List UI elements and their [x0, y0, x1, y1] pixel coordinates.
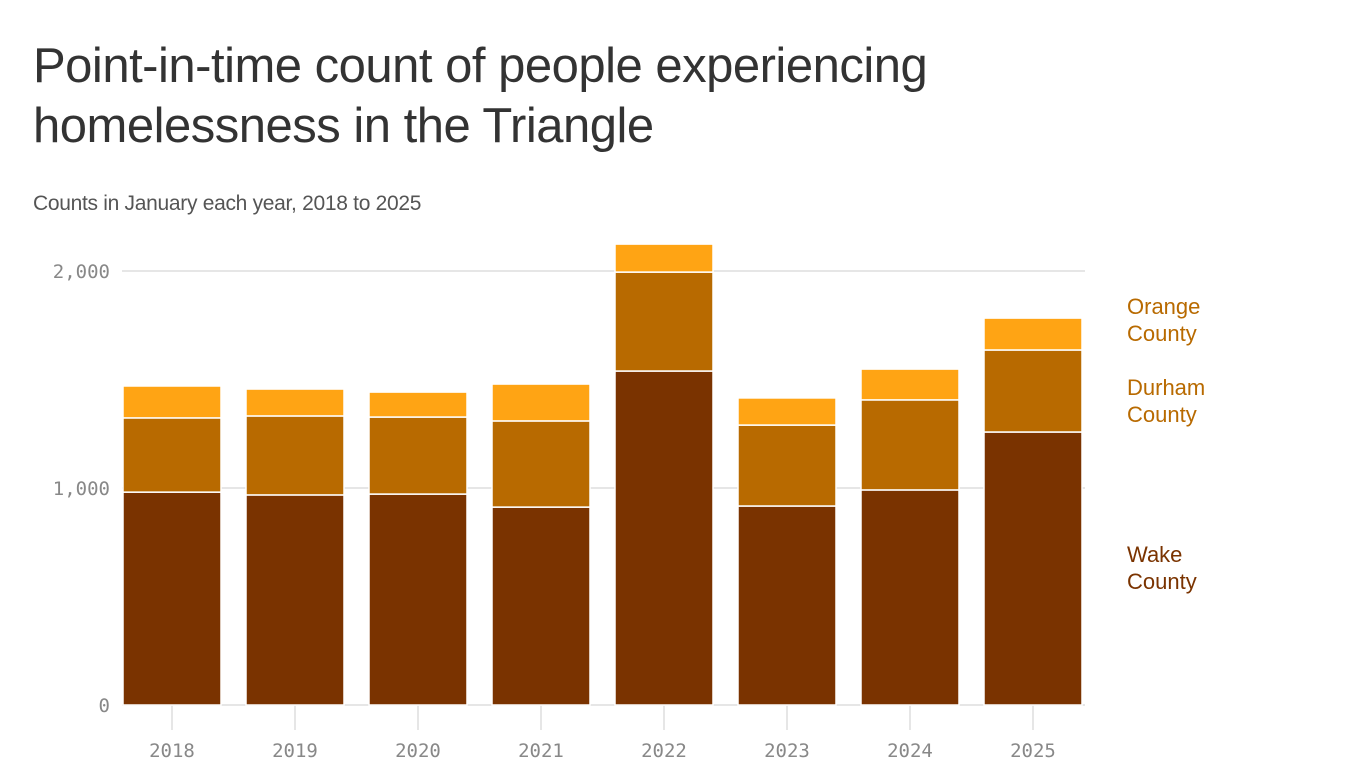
x-tick-label: 2021 — [518, 740, 564, 762]
x-tick-label: 2022 — [641, 740, 687, 762]
bar-segment-durham-county — [737, 424, 837, 507]
bar-segment-durham-county — [860, 399, 960, 491]
x-tick-label: 2020 — [395, 740, 441, 762]
bar-segment-wake-county — [368, 493, 468, 706]
x-tick-label: 2023 — [764, 740, 810, 762]
legend-label-wake-county: Wake County — [1127, 542, 1197, 594]
bar-segment-wake-county — [491, 506, 591, 706]
bar-segment-orange-county — [245, 388, 345, 417]
y-tick-label: 1,000 — [53, 478, 110, 500]
bar-segment-wake-county — [737, 505, 837, 706]
bar-segment-durham-county — [245, 415, 345, 496]
legend-label-orange-county: Orange County — [1127, 294, 1200, 346]
bar-segment-durham-county — [614, 271, 714, 372]
legend-label-line: Durham — [1127, 375, 1205, 400]
x-tick-label: 2018 — [149, 740, 195, 762]
x-tick-label: 2024 — [887, 740, 933, 762]
bar-segment-durham-county — [368, 416, 468, 495]
legend-label-durham-county: Durham County — [1127, 375, 1205, 427]
bar-segment-wake-county — [122, 491, 222, 706]
bar-segment-wake-county — [614, 370, 714, 706]
bar-segment-durham-county — [491, 420, 591, 508]
bar-segment-orange-county — [860, 368, 960, 401]
bar-segment-orange-county — [614, 243, 714, 273]
bar-segment-wake-county — [245, 494, 345, 706]
bar-segment-durham-county — [122, 417, 222, 493]
x-tick-label: 2025 — [1010, 740, 1056, 762]
bar-segment-orange-county — [491, 383, 591, 422]
bar-segment-wake-county — [983, 431, 1083, 706]
bar-segment-durham-county — [983, 349, 1083, 433]
legend-label-line: Orange — [1127, 294, 1200, 319]
chart-subtitle: Counts in January each year, 2018 to 202… — [33, 192, 422, 215]
legend-label-line: County — [1127, 402, 1197, 427]
legend-label-line: Wake — [1127, 542, 1182, 567]
chart-title: Point-in-time count of people experienci… — [33, 39, 928, 153]
bar-segment-orange-county — [368, 391, 468, 418]
x-tick-label: 2019 — [272, 740, 318, 762]
y-tick-label: 2,000 — [53, 261, 110, 283]
bar-segment-orange-county — [983, 317, 1083, 351]
bar-segment-wake-county — [860, 489, 960, 706]
legend-label-line: County — [1127, 321, 1197, 346]
y-tick-label: 0 — [99, 695, 110, 717]
legend-label-line: County — [1127, 569, 1197, 594]
bar-segment-orange-county — [737, 397, 837, 426]
bar-segment-orange-county — [122, 385, 222, 419]
